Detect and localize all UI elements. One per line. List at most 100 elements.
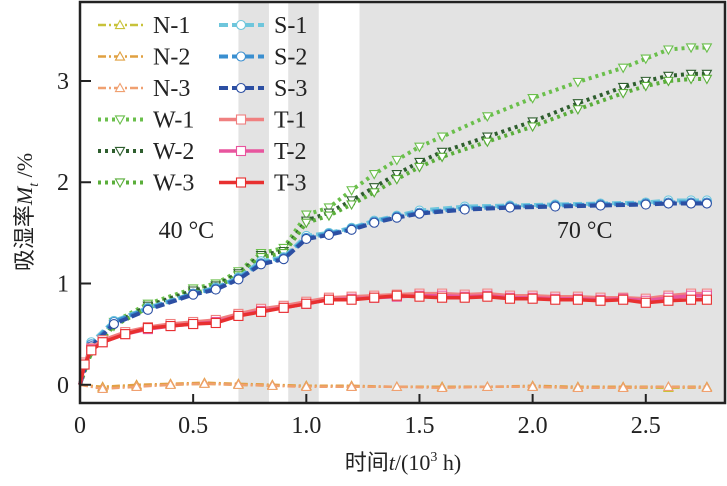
data-point-W-3 — [414, 162, 425, 173]
data-point-N-3 — [617, 382, 629, 392]
data-point-W-1 — [572, 77, 584, 88]
x-tick-label: 1.5 — [404, 413, 434, 439]
data-point-T-3 — [188, 318, 199, 330]
legend-marker-T-3 — [235, 177, 247, 188]
x-tick-label: 2.5 — [631, 413, 661, 439]
data-point-S-3 — [595, 200, 606, 211]
data-point-T-3 — [369, 292, 380, 303]
data-point-W-2 — [436, 147, 448, 158]
data-point-W-2 — [640, 76, 652, 87]
data-point-W-3 — [572, 105, 584, 115]
data-point-T-3 — [79, 359, 90, 370]
data-point-W-3 — [640, 81, 652, 92]
data-point-W-3 — [481, 137, 493, 148]
legend-label: W-2 — [153, 139, 194, 165]
legend-label: S-1 — [274, 13, 307, 39]
legend-label: T-3 — [274, 171, 306, 197]
x-tick-label: 0 — [74, 413, 86, 439]
legend-marker-S-2 — [235, 51, 247, 62]
data-point-S-3 — [142, 304, 153, 315]
legend-item-N-1: N-1 — [98, 13, 190, 39]
data-point-W-2 — [391, 169, 403, 180]
data-point-T-3 — [701, 294, 712, 305]
data-point-S-3 — [550, 201, 561, 212]
data-point-W-3 — [300, 218, 312, 229]
data-point-W-1 — [436, 132, 448, 143]
data-point-W-3 — [617, 88, 629, 99]
data-point-W-3 — [685, 74, 697, 85]
data-point-S-3 — [640, 199, 651, 210]
series-layer — [78, 43, 713, 393]
data-point-W-3 — [346, 200, 358, 211]
data-point-W-2 — [662, 71, 674, 82]
x-axis-label: 时间t/(103 h) — [345, 450, 461, 476]
annotation-40c: 40 °C — [159, 218, 215, 244]
data-point-S-3 — [210, 284, 221, 295]
data-point-W-1 — [368, 169, 380, 180]
data-point-T-3 — [97, 337, 108, 348]
data-point-W-1 — [662, 45, 674, 56]
y-axis-label: 吸湿率Mt /% — [12, 153, 42, 271]
data-point-W-3 — [701, 74, 713, 85]
data-point-S-3 — [278, 254, 289, 265]
data-point-W-2 — [572, 99, 584, 109]
data-point-T-3 — [142, 323, 153, 334]
data-point-T-3 — [301, 298, 312, 309]
legend-marker-S-1 — [235, 19, 247, 31]
data-point-W-1 — [414, 142, 425, 153]
legend-marker-N-3 — [114, 82, 126, 93]
data-point-N-3 — [481, 381, 493, 391]
y-tick-label: 2 — [57, 170, 69, 196]
data-point-N-3 — [131, 381, 143, 391]
legend-label: N-1 — [153, 13, 190, 39]
data-point-W-2 — [527, 117, 539, 128]
legend-item-T-1: T-1 — [219, 108, 306, 134]
data-point-W-2 — [481, 132, 493, 143]
data-point-S-3 — [346, 224, 357, 235]
data-point-T-3 — [663, 295, 674, 306]
y-axis-label-var: M — [12, 185, 37, 206]
legend-marker-N-1 — [114, 19, 126, 30]
y-axis-label-sub: t — [27, 182, 42, 187]
data-point-T-3 — [86, 345, 97, 356]
data-point-W-1 — [685, 43, 697, 54]
data-point-W-1 — [323, 203, 335, 214]
legend-item-W-2: W-2 — [98, 139, 194, 165]
x-axis-ticks: 0 0.5 1.0 1.5 2.0 2.5 — [74, 394, 661, 439]
series-T-3 — [78, 290, 712, 386]
data-point-S-3 — [369, 217, 380, 228]
legend-item-S-1: S-1 — [219, 13, 307, 39]
legend-item-N-3: N-3 — [98, 76, 190, 102]
legend-item-W-1: W-1 — [98, 108, 194, 134]
legend-item-N-2: N-2 — [98, 45, 190, 71]
legend-label: T-1 — [274, 108, 306, 134]
data-point-S-3 — [663, 198, 674, 209]
plot-frame — [78, 0, 727, 405]
x-tick-label: 2.0 — [518, 413, 548, 439]
data-point-T-3 — [459, 292, 470, 303]
data-point-T-3 — [233, 310, 244, 321]
data-point-T-3 — [391, 290, 402, 301]
data-point-N-3 — [662, 381, 674, 391]
data-point-S-3 — [414, 208, 425, 219]
x-axis-label-sup: 3 — [430, 450, 437, 465]
data-point-T-3 — [618, 294, 629, 305]
data-point-W-1 — [617, 63, 629, 74]
data-point-T-3 — [120, 329, 131, 340]
legend-label: T-2 — [274, 139, 306, 165]
y-axis-label-prefix: 吸湿率 — [13, 205, 38, 271]
shaded-region-0 — [238, 2, 269, 403]
data-point-W-2 — [368, 183, 380, 193]
data-point-N-3 — [391, 381, 403, 391]
data-point-S-3 — [108, 318, 119, 330]
data-point-N-3 — [97, 383, 109, 393]
x-axis-label-suffix: /(10 — [395, 450, 430, 475]
data-point-W-2 — [617, 82, 629, 93]
shaded-region-1 — [288, 2, 319, 403]
data-point-W-3 — [391, 175, 403, 185]
data-point-T-3 — [527, 293, 538, 304]
data-point-T-3 — [256, 306, 267, 317]
data-point-S-3 — [256, 259, 267, 270]
legend-marker-T-1 — [235, 114, 247, 125]
series-line-W-1 — [78, 45, 707, 386]
